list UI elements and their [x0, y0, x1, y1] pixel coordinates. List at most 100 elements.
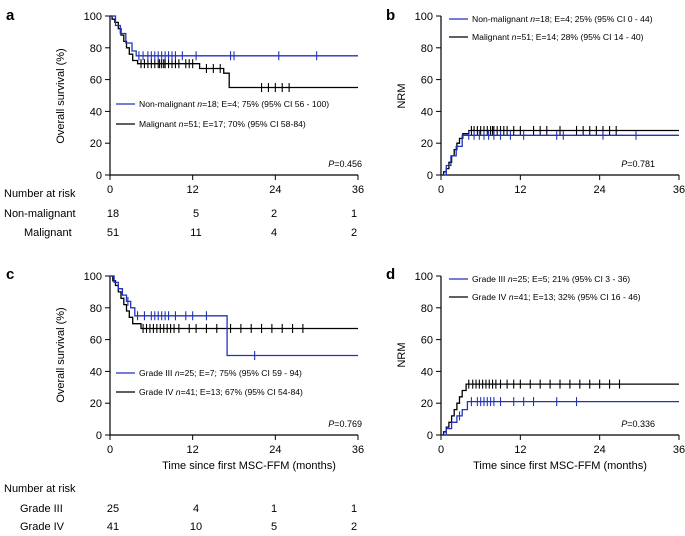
panel-c-x-tick-label: 12 [187, 444, 199, 456]
panel-b-legend-malignant: Malignant n=51; E=14; 28% (95% CI 14 - 4… [472, 32, 644, 42]
panel-c-risk-cell: 41 [107, 521, 119, 533]
panel-c-risk-cell: 4 [193, 503, 199, 515]
panel-a-x-tick-label: 12 [187, 184, 199, 196]
panel-b-y-tick-label: 60 [421, 75, 433, 87]
panel-a-curve-non-malignant [110, 15, 358, 57]
panel-d-x-tick-label: 0 [438, 444, 444, 456]
panel-d-xlabel: Time since first MSC-FFM (months) [473, 460, 647, 472]
panel-a-ylabel: Overall survival (%) [55, 48, 67, 143]
panel-a-risk-cell: 1 [351, 208, 357, 220]
panel-a-risk-cell: 11 [190, 227, 201, 239]
panel-c-risk-cell: 1 [271, 503, 277, 515]
panel-a-risk-header: Number at risk [4, 188, 76, 200]
panel-a-x-tick-label: 36 [352, 184, 364, 196]
panel-c-legend-grade-iv: Grade IV n=41; E=13; 67% (95% CI 54-84) [139, 387, 303, 397]
panel-b-y-tick-label: 100 [415, 11, 433, 23]
panel-c-xlabel: Time since first MSC-FFM (months) [162, 460, 336, 472]
panel-b-y-tick-label: 80 [421, 43, 433, 55]
panel-c-risk-cell: 1 [351, 503, 357, 515]
panel-a-y-tick-label: 60 [90, 75, 102, 87]
panel-a-y-tick-label: 100 [84, 11, 102, 23]
panel-a-risk-cell: 4 [271, 227, 277, 239]
panel-a-risk-cell: 18 [107, 208, 119, 220]
panel-c-risk-label-grade-iv: Grade IV [20, 521, 65, 533]
panel-a-x-tick-label: 24 [269, 184, 281, 196]
panel-b-x-tick-label: 36 [673, 184, 685, 196]
panel-d-curve-grade-iii [441, 400, 679, 436]
panel-a-risk-cell: 5 [193, 208, 199, 220]
panel-b-plot: 0 20 40 60 80 100 0 12 24 36 [415, 11, 685, 196]
panel-d-ylabel: NRM [396, 342, 408, 367]
panel-d-y-tick-label: 0 [427, 430, 433, 442]
panel-c-y-tick-label: 20 [90, 398, 102, 410]
panel-a-legend-non-malignant: Non-malignant n=18; E=4; 75% (95% CI 56 … [139, 99, 329, 109]
panel-b-x-tick-label: 24 [594, 184, 606, 196]
panel-d-y-tick-label: 100 [415, 271, 433, 283]
panel-c-y-tick-label: 60 [90, 335, 102, 347]
panel-c-y-tick-label: 80 [90, 303, 102, 315]
panel-b-curve-non-malignant [441, 134, 679, 176]
panel-a-risk-cell: 2 [351, 227, 357, 239]
panel-c-risk-header: Number at risk [4, 483, 76, 495]
panel-c-risk-label-grade-iii: Grade III [20, 503, 63, 515]
panel-a-risk-label-non-malignant: Non-malignant [4, 208, 76, 220]
panel-a-risk-table: Number at risk Non-malignant Malignant 1… [4, 188, 357, 239]
panel-a-y-tick-label: 0 [96, 170, 102, 182]
panel-a-plot: 0 20 40 60 80 100 0 12 24 36 [84, 11, 364, 196]
panel-b-y-tick-label: 20 [421, 138, 433, 150]
panel-c-risk-table: Number at risk Grade III Grade IV 25 4 1… [4, 483, 357, 533]
panel-b-x-tick-label: 0 [438, 184, 444, 196]
panel-a-risk-label-malignant: Malignant [24, 227, 72, 239]
panel-a-legend-malignant: Malignant n=51; E=17; 70% (95% CI 58-84) [139, 119, 306, 129]
panel-b-p-value: P=0.781 [621, 159, 655, 169]
panel-b-legend: Non-malignant n=18; E=4; 25% (95% CI 0 -… [449, 14, 653, 42]
panel-a-x-tick-label: 0 [107, 184, 113, 196]
panel-d-x-tick-label: 24 [594, 444, 606, 456]
panel-a-y-tick-label: 40 [90, 106, 102, 118]
panel-d-plot: 0 20 40 60 80 100 0 12 24 36 [415, 271, 685, 456]
panel-c-p-value: P=0.769 [328, 419, 362, 429]
panel-c-plot: 0 20 40 60 80 100 0 12 24 36 [84, 271, 364, 456]
panel-a-risk-cell: 2 [271, 208, 277, 220]
panel-c-curve-grade-iii [110, 275, 358, 357]
panel-b-x-tick-label: 12 [514, 184, 526, 196]
panel-c-risk-cell: 2 [351, 521, 357, 533]
panel-b-y-tick-label: 0 [427, 170, 433, 182]
panel-a-risk-cell: 51 [107, 227, 119, 239]
panel-a-y-tick-label: 20 [90, 138, 102, 150]
panel-c-y-tick-label: 40 [90, 366, 102, 378]
panel-d-p-value: P=0.336 [621, 419, 655, 429]
panel-d-y-tick-label: 20 [421, 398, 433, 410]
panel-letter-d: d [386, 266, 395, 283]
panel-c-curve-grade-iv [110, 275, 358, 330]
panel-letter-a: a [6, 7, 15, 24]
panel-c-y-tick-label: 100 [84, 271, 102, 283]
panel-c-y-tick-label: 0 [96, 430, 102, 442]
panel-d-legend-grade-iii: Grade III n=25; E=5; 21% (95% CI 3 - 36) [472, 274, 630, 284]
panel-b-ylabel: NRM [396, 83, 408, 108]
panel-c-legend: Grade III n=25; E=7; 75% (95% CI 59 - 94… [116, 368, 303, 397]
panel-d-legend: Grade III n=25; E=5; 21% (95% CI 3 - 36)… [449, 274, 641, 302]
panel-c-x-tick-label: 24 [269, 444, 281, 456]
panel-a-p-value: P=0.456 [328, 159, 362, 169]
panel-letter-b: b [386, 7, 395, 24]
panel-d-y-tick-label: 40 [421, 366, 433, 378]
panel-c-ylabel: Overall survival (%) [55, 307, 67, 402]
panel-c-risk-cell: 5 [271, 521, 277, 533]
panel-b-legend-non-malignant: Non-malignant n=18; E=4; 25% (95% CI 0 -… [472, 14, 653, 24]
panel-c-x-tick-label: 0 [107, 444, 113, 456]
panel-c-legend-grade-iii: Grade III n=25; E=7; 75% (95% CI 59 - 94… [139, 368, 302, 378]
panel-d-x-tick-label: 36 [673, 444, 685, 456]
panel-b-y-tick-label: 40 [421, 106, 433, 118]
panel-d-x-tick-label: 12 [514, 444, 526, 456]
panel-d-y-tick-label: 60 [421, 335, 433, 347]
panel-c-risk-cell: 25 [107, 503, 119, 515]
panel-c-risk-cell: 10 [190, 521, 202, 533]
panel-a-legend: Non-malignant n=18; E=4; 75% (95% CI 56 … [116, 99, 329, 129]
panel-letter-c: c [6, 266, 14, 283]
panel-d-y-tick-label: 80 [421, 303, 433, 315]
panel-c-x-tick-label: 36 [352, 444, 364, 456]
panel-a-y-tick-label: 80 [90, 43, 102, 55]
panel-d-legend-grade-iv: Grade IV n=41; E=13; 32% (95% CI 16 - 46… [472, 292, 641, 302]
